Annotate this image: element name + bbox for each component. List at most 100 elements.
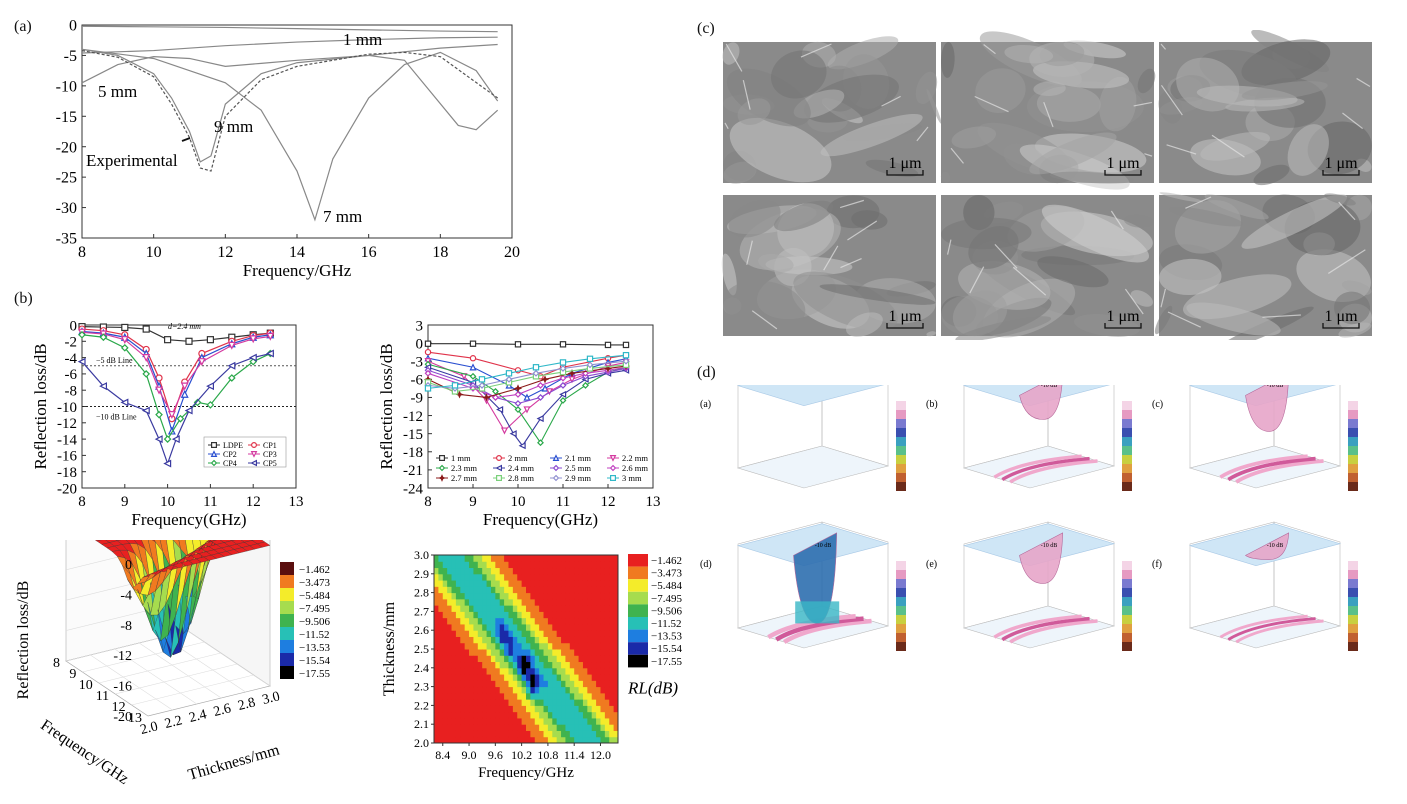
x-tick-label: 10 bbox=[79, 678, 93, 693]
contour-cell bbox=[460, 655, 465, 662]
contour-cell bbox=[592, 718, 597, 725]
contour-cell bbox=[596, 586, 601, 593]
contour-cell bbox=[495, 636, 500, 643]
contour-cell bbox=[565, 555, 570, 562]
contour-cell bbox=[452, 693, 457, 700]
data-point bbox=[267, 351, 273, 357]
data-point bbox=[560, 360, 565, 365]
contour-cell bbox=[600, 693, 605, 700]
contour-cell bbox=[592, 680, 597, 687]
contour-cell bbox=[504, 730, 509, 737]
contour-cell bbox=[544, 643, 549, 650]
threshold-label: -10 dB bbox=[1041, 385, 1058, 389]
contour-cell bbox=[513, 611, 518, 618]
contour-cell bbox=[438, 618, 443, 625]
contour-cell bbox=[548, 568, 553, 575]
annotation-experimental: Experimental bbox=[86, 151, 178, 170]
colorbar-cell bbox=[628, 579, 648, 592]
contour-cell bbox=[561, 724, 566, 731]
contour-cell bbox=[443, 718, 448, 725]
contour-cell bbox=[561, 687, 566, 694]
colorbar-cell bbox=[1348, 419, 1358, 428]
contour-cell bbox=[465, 605, 470, 612]
contour-cell bbox=[434, 561, 439, 568]
contour-cell bbox=[570, 611, 575, 618]
contour-cell bbox=[491, 586, 496, 593]
contour-cell bbox=[570, 643, 575, 650]
contour-cell bbox=[557, 580, 562, 587]
contour-cell bbox=[456, 655, 461, 662]
data-point bbox=[623, 342, 628, 347]
y-tick-label: -6 bbox=[411, 373, 424, 389]
contour-cell bbox=[478, 611, 483, 618]
scale-bar-label: 1 μm bbox=[1324, 155, 1358, 172]
contour-cell bbox=[465, 649, 470, 656]
y-tick-label: -9 bbox=[411, 391, 424, 407]
contour-cell bbox=[473, 712, 478, 719]
contour-cell bbox=[478, 668, 483, 675]
contour-cell bbox=[609, 599, 614, 606]
contour-cell bbox=[596, 561, 601, 568]
contour-cell bbox=[491, 618, 496, 625]
contour-cell bbox=[539, 568, 544, 575]
contour-cell bbox=[539, 593, 544, 600]
contour-cell bbox=[600, 643, 605, 650]
contour-cell bbox=[535, 568, 540, 575]
legend-label: 2.2 mm bbox=[622, 453, 648, 463]
contour-cell bbox=[500, 668, 505, 675]
contour-cell bbox=[438, 586, 443, 593]
contour-cell bbox=[504, 724, 509, 731]
contour-cell bbox=[592, 655, 597, 662]
contour-cell bbox=[504, 643, 509, 650]
contour-cell bbox=[469, 699, 474, 706]
contour-cell bbox=[443, 649, 448, 656]
contour-cell bbox=[434, 662, 439, 669]
contour-cell bbox=[552, 580, 557, 587]
contour-cell bbox=[609, 618, 614, 625]
contour-cell bbox=[557, 680, 562, 687]
contour-cell bbox=[592, 574, 597, 581]
contour-cell bbox=[539, 705, 544, 712]
contour-cell bbox=[596, 624, 601, 631]
contour-cell bbox=[500, 561, 505, 568]
contour-cell bbox=[447, 724, 452, 731]
colorbar-cell bbox=[1122, 419, 1132, 428]
contour-cell bbox=[587, 712, 592, 719]
colorbar-cell bbox=[896, 455, 906, 464]
contour-cell bbox=[548, 674, 553, 681]
data-point bbox=[515, 401, 520, 406]
contour-cell bbox=[447, 687, 452, 694]
contour-cell bbox=[561, 580, 566, 587]
contour-cell bbox=[460, 699, 465, 706]
contour-cell bbox=[539, 724, 544, 731]
contour-cell bbox=[530, 636, 535, 643]
contour-cell bbox=[469, 655, 474, 662]
contour-cell bbox=[596, 730, 601, 737]
contour-cell bbox=[517, 693, 522, 700]
contour-cell bbox=[438, 662, 443, 669]
contour-cell bbox=[500, 636, 505, 643]
legend-label: 3 mm bbox=[622, 473, 642, 483]
contour-cell bbox=[587, 611, 592, 618]
contour-cell bbox=[482, 636, 487, 643]
contour-cell bbox=[539, 618, 544, 625]
contour-cell bbox=[587, 605, 592, 612]
contour-cell bbox=[456, 568, 461, 575]
contour-cell bbox=[487, 705, 492, 712]
contour-cell bbox=[452, 705, 457, 712]
contour-cell bbox=[465, 712, 470, 719]
contour-cell bbox=[473, 624, 478, 631]
colorbar-label: −11.52 bbox=[299, 629, 330, 641]
contour-cell bbox=[535, 555, 540, 562]
contour-cell bbox=[570, 730, 575, 737]
contour-cell bbox=[600, 724, 605, 731]
data-point bbox=[425, 350, 430, 355]
contour-cell bbox=[487, 718, 492, 725]
chart-c: 1 μm 1 μm 1 μm1 μm 1 μm 1 μm bbox=[700, 30, 1380, 340]
contour-cell bbox=[443, 730, 448, 737]
contour-cell bbox=[522, 636, 527, 643]
colorbar-cell bbox=[1122, 473, 1132, 482]
contour-cell bbox=[552, 611, 557, 618]
contour-cell bbox=[456, 693, 461, 700]
contour-cell bbox=[526, 668, 531, 675]
